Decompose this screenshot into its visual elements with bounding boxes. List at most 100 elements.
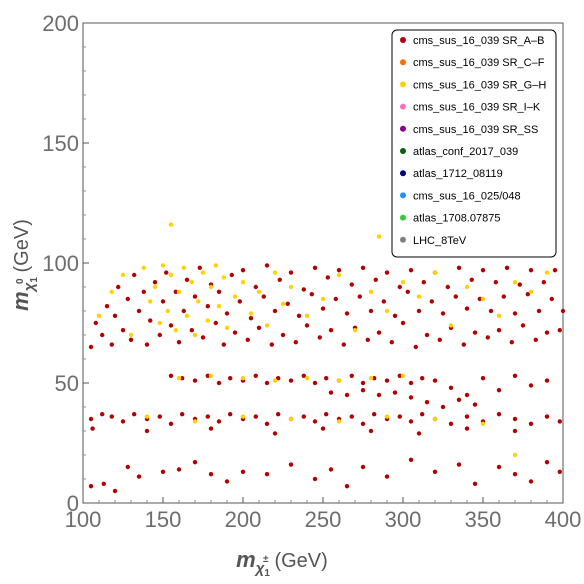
- data-point: [276, 376, 281, 381]
- data-point: [141, 289, 146, 294]
- data-point: [309, 292, 314, 297]
- data-point: [280, 332, 286, 338]
- data-point: [424, 400, 430, 405]
- data-point: [272, 431, 278, 436]
- data-point: [469, 277, 474, 282]
- data-point: [232, 330, 238, 335]
- data-point: [192, 332, 198, 338]
- data-point: [248, 316, 254, 321]
- data-point: [240, 280, 246, 285]
- data-point: [320, 296, 326, 302]
- data-point: [400, 320, 406, 326]
- legend-marker: [400, 170, 406, 177]
- legend-label: cms_sus_16_039 SR_I–K: [413, 102, 541, 114]
- data-point: [496, 412, 502, 417]
- data-point: [90, 426, 95, 431]
- data-point: [301, 414, 306, 419]
- data-point: [280, 301, 286, 306]
- data-point: [328, 390, 334, 395]
- data-point: [520, 323, 526, 328]
- data-point: [344, 484, 350, 489]
- data-point: [136, 308, 142, 314]
- y-tick-label: 0: [67, 491, 79, 516]
- data-point: [168, 222, 174, 227]
- data-point: [373, 277, 378, 282]
- data-point: [416, 308, 422, 314]
- data-point: [224, 479, 230, 484]
- data-point: [536, 308, 542, 314]
- data-point: [112, 488, 118, 494]
- x-tick-label: 150: [145, 507, 182, 532]
- data-point: [464, 426, 470, 431]
- data-point: [205, 318, 210, 323]
- data-point: [528, 421, 534, 426]
- data-point: [245, 337, 250, 342]
- legend-marker: [400, 192, 406, 199]
- data-point: [208, 472, 214, 477]
- data-point: [421, 280, 426, 285]
- data-point: [216, 304, 222, 309]
- data-point: [493, 280, 498, 285]
- data-point: [264, 380, 270, 386]
- data-point: [557, 419, 562, 424]
- data-point: [125, 296, 130, 302]
- data-point: [312, 476, 318, 482]
- data-point: [448, 421, 454, 426]
- data-point: [216, 419, 222, 424]
- data-point: [440, 404, 446, 410]
- data-point: [301, 287, 306, 292]
- data-point: [372, 412, 377, 417]
- data-point: [368, 376, 374, 381]
- data-point: [197, 265, 202, 270]
- data-point: [384, 414, 390, 419]
- data-point: [120, 272, 126, 278]
- data-point: [420, 412, 425, 417]
- data-point: [528, 383, 534, 388]
- data-point: [264, 421, 270, 426]
- x-axis-title: mχ1± (GeV): [236, 547, 328, 579]
- data-point: [148, 318, 153, 323]
- data-point: [112, 313, 118, 318]
- data-point: [528, 268, 534, 273]
- data-point: [432, 270, 438, 275]
- data-point: [397, 414, 402, 419]
- data-point: [384, 308, 390, 314]
- data-point: [360, 464, 366, 470]
- data-point: [205, 304, 210, 309]
- data-point: [221, 275, 226, 280]
- data-point: [125, 464, 130, 470]
- data-point: [420, 376, 425, 381]
- y-axis-title: mχ10(GeV): [8, 219, 40, 311]
- data-point: [205, 414, 210, 419]
- legend: cms_sus_16_039 SR_A–B cms_sus_16_039 SR_C…: [391, 29, 557, 258]
- data-point: [144, 342, 150, 347]
- y-tick-label: 50: [55, 371, 79, 396]
- data-point: [288, 284, 294, 290]
- data-point: [372, 376, 377, 381]
- data-point: [288, 270, 294, 275]
- data-point: [100, 332, 105, 338]
- data-point: [148, 299, 153, 304]
- data-point: [288, 416, 294, 422]
- data-point: [333, 296, 338, 302]
- data-point: [293, 340, 298, 345]
- data-point: [144, 428, 150, 434]
- legend-label: cms_sus_16_039 SR_A–B: [413, 35, 544, 47]
- data-point: [88, 344, 94, 350]
- data-point: [501, 294, 506, 299]
- legend-label: cms_sus_16_039 SR_G–H: [413, 79, 546, 91]
- ticks-layer: 100 150 200 250 300 350 400 0 50 100 150 200: [42, 11, 581, 532]
- data-point: [301, 373, 306, 378]
- data-point: [240, 469, 246, 474]
- data-point: [200, 335, 206, 340]
- data-point: [384, 474, 390, 479]
- data-point: [357, 294, 362, 299]
- data-point: [256, 325, 262, 330]
- data-point: [304, 376, 310, 381]
- data-point: [400, 373, 406, 378]
- data-point: [464, 284, 470, 290]
- data-point: [456, 397, 462, 402]
- data-point: [512, 428, 518, 434]
- data-point: [228, 376, 233, 381]
- data-point: [413, 344, 418, 350]
